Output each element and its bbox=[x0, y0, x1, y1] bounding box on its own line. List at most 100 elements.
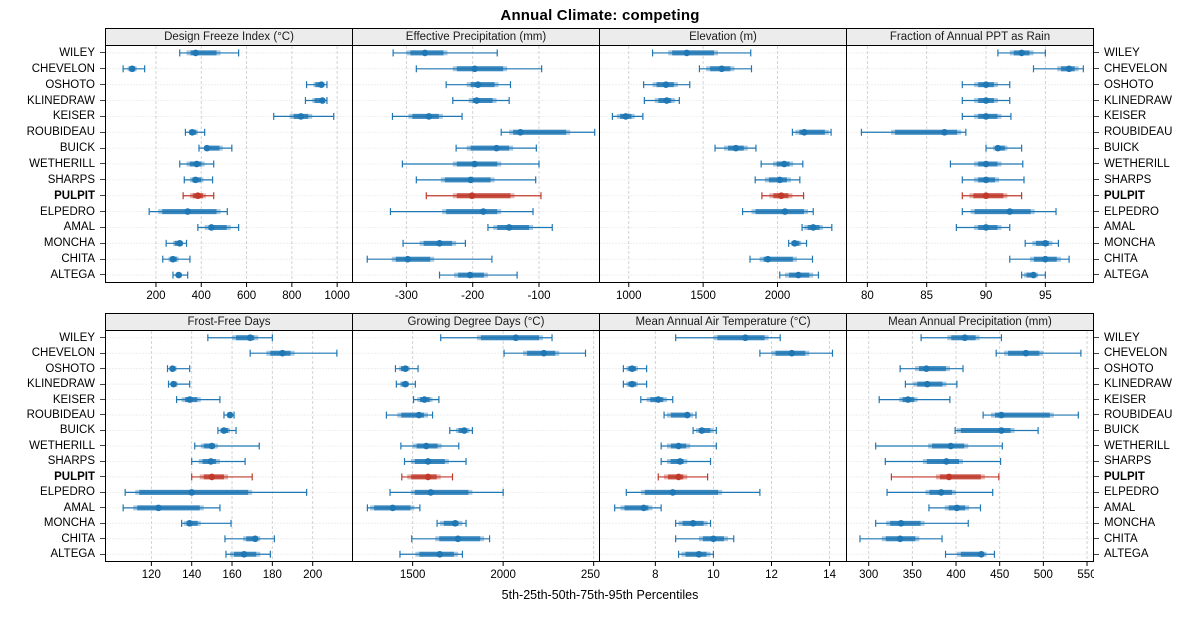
site-label-text: ROUBIDEAU bbox=[26, 126, 95, 139]
percentile-row-keiser bbox=[611, 112, 644, 120]
median-dot bbox=[662, 81, 670, 88]
site-label-elpedro: ELPEDRO bbox=[0, 485, 105, 500]
percentile-row-buick bbox=[449, 427, 473, 435]
median-dot bbox=[203, 144, 211, 152]
panel-band-bottom: WILEY CHEVELON OSHOTO KLINEDRAW KEISER ROUBID… bbox=[0, 313, 1200, 586]
site-label-text: ELPEDRO bbox=[40, 486, 95, 499]
percentile-row-wiley bbox=[392, 49, 498, 57]
site-label-text: CHEVELON bbox=[1104, 347, 1168, 360]
percentile-row-sharps bbox=[961, 176, 1025, 184]
x-tick-label: 1000 bbox=[616, 290, 642, 302]
strip-spacer bbox=[1094, 313, 1197, 330]
median-dot bbox=[436, 240, 443, 247]
site-label-pulpit: PULPIT bbox=[1094, 469, 1197, 484]
median-dot bbox=[675, 442, 682, 450]
axis-tick-mark bbox=[1094, 147, 1099, 149]
median-dot bbox=[389, 504, 397, 512]
percentile-row-wetherill bbox=[949, 160, 1024, 168]
median-dot bbox=[961, 334, 969, 342]
site-label-roubideau: ROUBIDEAU bbox=[0, 124, 105, 140]
x-tick-label: 500 bbox=[1034, 569, 1053, 581]
percentile-row-sharps bbox=[754, 176, 801, 184]
percentile-row-oshoto bbox=[961, 81, 1011, 89]
median-dot bbox=[467, 176, 474, 184]
percentile-row-oshoto bbox=[394, 365, 419, 373]
median-dot bbox=[175, 271, 182, 279]
median-dot bbox=[982, 176, 990, 184]
median-dot bbox=[941, 128, 948, 136]
site-label-text: CHITA bbox=[1104, 532, 1138, 545]
axis-tick-mark bbox=[1094, 242, 1099, 244]
median-dot bbox=[953, 504, 961, 512]
median-dot bbox=[319, 97, 326, 104]
x-tick-label: 140 bbox=[182, 569, 201, 581]
axis-tick-mark bbox=[100, 476, 105, 478]
site-label-text: WETHERILL bbox=[29, 157, 95, 170]
median-dot bbox=[710, 535, 717, 543]
panel-strip-fraction-of-annual-ppt-as-rain: Fraction of Annual PPT as Rain bbox=[846, 28, 1094, 45]
median-dot bbox=[764, 255, 772, 263]
site-label-elpedro: ELPEDRO bbox=[1094, 204, 1197, 220]
median-dot bbox=[421, 49, 429, 57]
median-dot bbox=[732, 144, 740, 152]
site-label-text: KEISER bbox=[52, 393, 95, 406]
percentile-row-sharps bbox=[183, 176, 214, 184]
axis-tick-mark bbox=[100, 211, 105, 213]
x-tick-label: 400 bbox=[192, 290, 211, 302]
percentile-row-elpedro bbox=[148, 208, 228, 216]
percentile-row-chevelon bbox=[759, 349, 834, 357]
median-dot bbox=[451, 520, 459, 527]
axis-tick-mark bbox=[100, 115, 105, 117]
axis-tick-mark bbox=[100, 179, 105, 181]
median-dot bbox=[422, 442, 430, 450]
percentile-row-pulpit bbox=[425, 192, 542, 200]
median-dot bbox=[1030, 271, 1037, 279]
site-label-text: KLINEDRAW bbox=[1104, 378, 1172, 391]
site-label-elpedro: ELPEDRO bbox=[1094, 485, 1197, 500]
site-label-text: MONCHA bbox=[43, 237, 95, 250]
median-dot bbox=[169, 255, 177, 263]
percentile-row-buick bbox=[714, 144, 757, 152]
median-dot bbox=[468, 192, 476, 200]
x-tick-label: -300 bbox=[395, 290, 418, 302]
axis-tick-mark bbox=[100, 226, 105, 228]
x-tick-label: 400 bbox=[946, 569, 965, 581]
percentile-row-moncha bbox=[402, 239, 466, 247]
median-dot bbox=[998, 411, 1005, 419]
site-label-text: ALTEGA bbox=[1104, 268, 1149, 281]
site-label-text: WETHERILL bbox=[1104, 157, 1170, 170]
median-dot bbox=[208, 224, 215, 231]
percentile-row-chita bbox=[366, 255, 493, 263]
median-dot bbox=[994, 144, 1002, 152]
site-label-text: PULPIT bbox=[54, 189, 95, 202]
site-label-text: ELPEDRO bbox=[1104, 205, 1159, 218]
site-label-sharps: SHARPS bbox=[0, 172, 105, 188]
median-dot bbox=[194, 192, 202, 200]
percentile-row-amal bbox=[487, 223, 553, 231]
site-label-oshoto: OSHOTO bbox=[1094, 77, 1197, 93]
percentile-row-pulpit bbox=[182, 192, 215, 200]
panel-mean-annual-air-temperature-c: Mean Annual Air Temperature (°C) 8 10 12 14 bbox=[599, 313, 847, 586]
axis-tick-mark bbox=[100, 147, 105, 149]
percentile-row-roubideau bbox=[982, 411, 1079, 419]
median-dot bbox=[781, 208, 789, 215]
site-label-moncha: MONCHA bbox=[1094, 515, 1197, 530]
median-dot bbox=[184, 208, 191, 215]
strip-spacer bbox=[0, 28, 105, 45]
percentile-row-keiser bbox=[391, 112, 463, 120]
axis-tick-mark bbox=[1094, 163, 1099, 165]
axis-tick-mark bbox=[1094, 68, 1099, 70]
percentile-row-wetherill bbox=[400, 442, 460, 450]
site-label-text: CHEVELON bbox=[31, 62, 95, 75]
axis-tick-mark bbox=[100, 553, 105, 555]
median-dot bbox=[982, 113, 990, 120]
axis-tick-mark bbox=[100, 352, 105, 354]
axis-tick-mark bbox=[100, 163, 105, 165]
site-label-text: KLINEDRAW bbox=[27, 94, 95, 107]
axis-tick-mark bbox=[100, 445, 105, 447]
percentile-row-roubideau bbox=[860, 128, 967, 136]
percentile-row-wiley bbox=[440, 334, 553, 342]
percentile-row-roubideau bbox=[184, 128, 206, 136]
percentile-row-altega bbox=[677, 550, 715, 558]
